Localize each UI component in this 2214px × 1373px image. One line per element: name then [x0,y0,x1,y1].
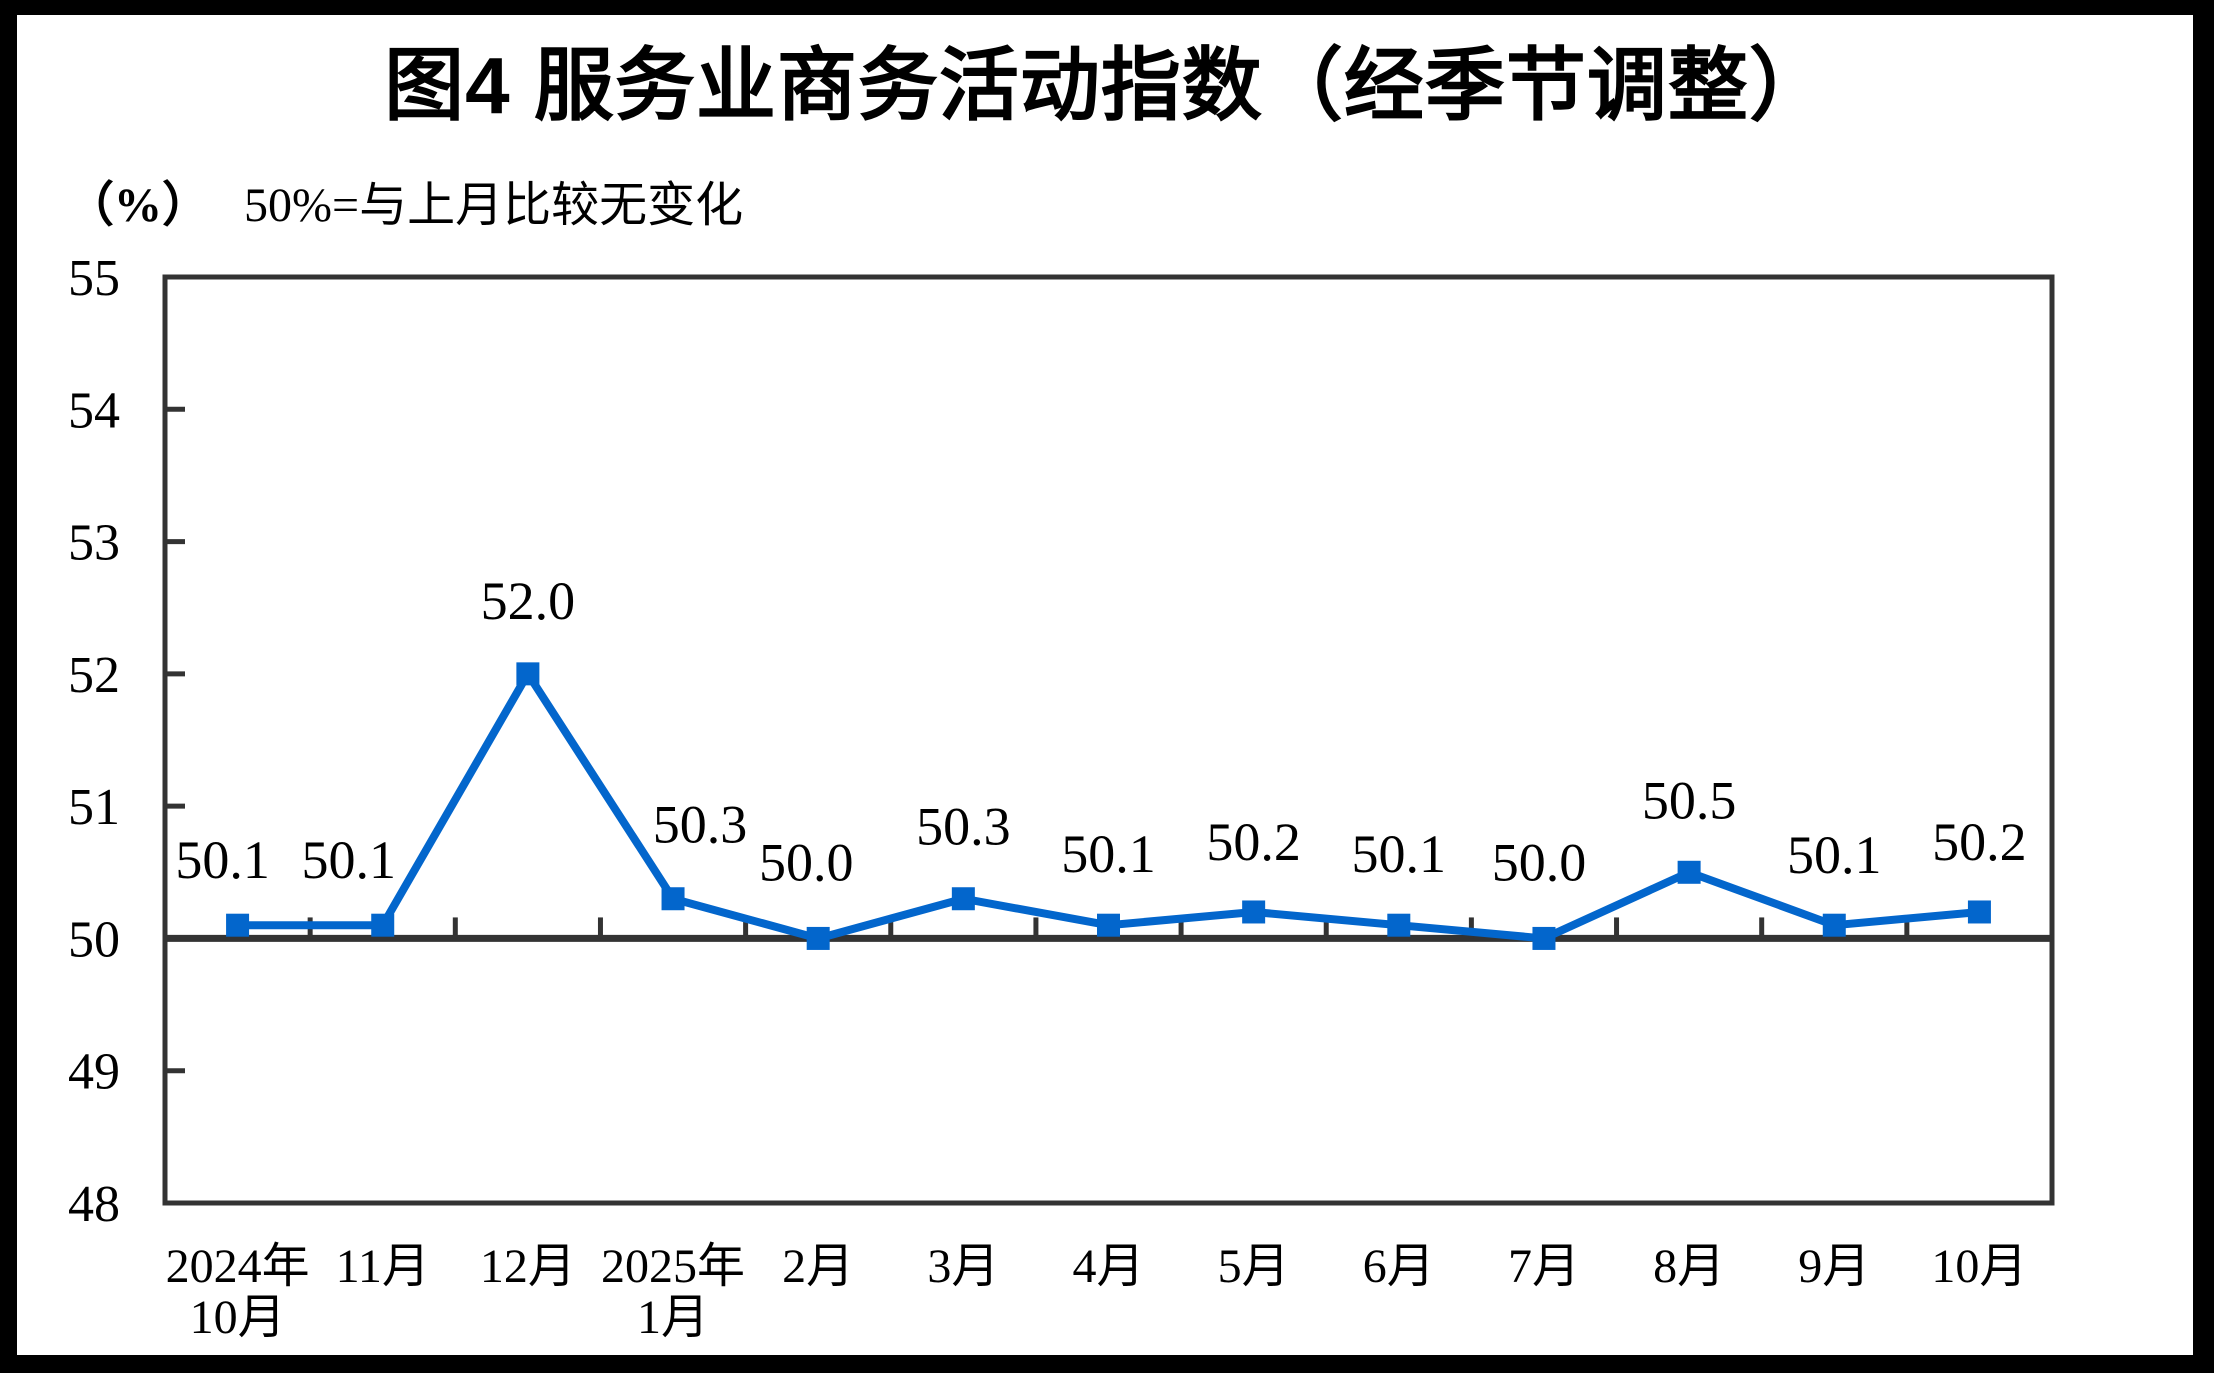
x-axis-label: 7月 [1508,1240,1580,1293]
x-axis-label: 11月 [336,1240,430,1293]
data-point-label: 50.1 [1061,824,1156,884]
y-axis-tick-label: 51 [68,779,120,836]
data-point-marker [1822,913,1846,937]
y-axis-tick-label: 49 [68,1044,120,1101]
x-axis-label: 2025年 [601,1240,745,1293]
data-point-label: 50.0 [759,832,854,892]
x-axis-label: 5月 [1218,1240,1290,1293]
data-point-label: 52.0 [481,571,576,631]
data-point-label: 50.2 [1932,812,2027,872]
data-point-marker [661,887,685,911]
data-point-marker [516,662,540,686]
data-point-label: 50.2 [1206,812,1301,872]
chart-subtitle: （%） 50%=与上月比较无变化 [66,179,744,233]
x-axis-label: 12月 [480,1240,576,1293]
data-point-marker [1532,926,1556,950]
data-point-label: 50.0 [1492,832,1587,892]
data-point-marker [951,887,975,911]
y-axis-unit-label: （%） [66,179,211,232]
data-point-label: 50.1 [1352,824,1447,884]
data-point-marker [1097,913,1120,937]
x-axis-label: 10月 [1931,1240,2027,1293]
data-point-label: 50.1 [1787,825,1882,885]
x-axis-label: 8月 [1653,1240,1725,1293]
data-point-label: 50.3 [916,797,1011,857]
data-point-marker [1967,900,1991,924]
x-axis-label: 2月 [782,1240,854,1293]
y-axis-tick-label: 54 [68,382,120,439]
data-point-marker [226,913,250,937]
chart-title: 图4 服务业商务活动指数（经季节调整） [384,41,1830,130]
x-axis-label: 10月 [190,1291,286,1344]
data-point-label: 50.1 [175,830,270,890]
x-axis-label: 1月 [637,1291,709,1344]
data-point-marker [1677,860,1701,884]
data-point-label: 50.3 [653,795,748,855]
y-axis-tick-label: 55 [68,250,120,307]
data-point-marker [371,913,395,937]
x-axis-label: 6月 [1363,1240,1435,1293]
y-axis-tick-label: 50 [68,911,120,968]
x-axis-label: 4月 [1072,1240,1144,1293]
reference-note: 50%=与上月比较无变化 [244,179,744,232]
data-point-marker [1387,913,1411,937]
data-point-label: 50.1 [301,830,396,890]
y-axis-tick-label: 52 [68,647,120,704]
x-axis-label: 2024年 [166,1240,310,1293]
y-axis-tick-label: 53 [68,515,120,572]
data-point-marker [806,926,830,950]
x-axis-label: 3月 [927,1240,999,1293]
data-point-label: 50.5 [1642,770,1737,830]
data-point-marker [1242,900,1266,924]
x-axis-label: 9月 [1798,1240,1870,1293]
plot-border [162,274,2055,1206]
y-axis-tick-label: 48 [68,1176,120,1233]
